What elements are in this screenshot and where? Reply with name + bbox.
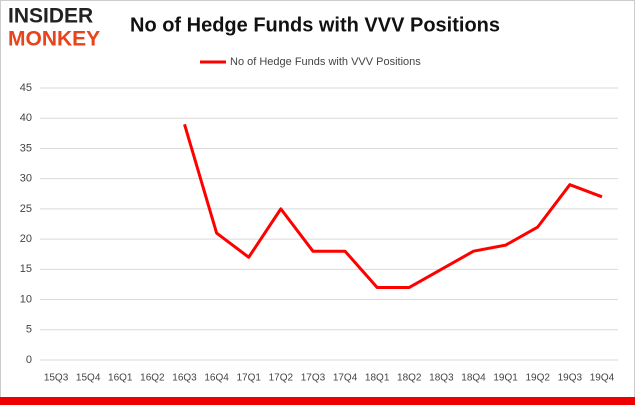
y-tick-label: 5 — [26, 324, 32, 336]
bottom-bar — [0, 397, 635, 405]
x-tick-label: 16Q4 — [204, 373, 229, 384]
y-tick-label: 40 — [20, 112, 32, 124]
x-tick-label: 18Q4 — [461, 373, 486, 384]
x-tick-label: 19Q4 — [590, 373, 615, 384]
y-tick-label: 30 — [20, 173, 32, 185]
y-tick-label: 45 — [20, 82, 32, 94]
y-tick-label: 10 — [20, 293, 32, 305]
y-tick-label: 15 — [20, 263, 32, 275]
x-tick-label: 16Q2 — [140, 373, 165, 384]
logo-top: INSIDER — [8, 5, 93, 28]
legend-label: No of Hedge Funds with VVV Positions — [230, 56, 421, 68]
line — [183, 123, 603, 289]
logo-bottom: MONKEY — [8, 28, 100, 51]
y-tick-label: 35 — [20, 142, 32, 154]
x-tick-label: 16Q3 — [172, 373, 197, 384]
y-tick-label: 25 — [20, 203, 32, 215]
x-tick-label: 17Q3 — [301, 373, 326, 384]
x-tick-label: 15Q3 — [44, 373, 69, 384]
x-tick-label: 17Q2 — [269, 373, 294, 384]
x-tick-label: 17Q4 — [333, 373, 358, 384]
x-tick-label: 15Q4 — [76, 373, 101, 384]
x-tick-label: 19Q2 — [525, 373, 550, 384]
chart-title: No of Hedge Funds with VVV Positions — [130, 14, 500, 36]
x-tick-label: 19Q3 — [558, 373, 583, 384]
x-tick-label: 17Q1 — [236, 373, 261, 384]
x-tick-label: 19Q1 — [493, 373, 518, 384]
x-tick-label: 16Q1 — [108, 373, 133, 384]
x-tick-label: 18Q1 — [365, 373, 390, 384]
y-tick-label: 20 — [20, 233, 32, 245]
x-tick-label: 18Q2 — [397, 373, 422, 384]
frame — [0, 0, 635, 399]
x-tick-label: 18Q3 — [429, 373, 454, 384]
y-tick-label: 0 — [26, 354, 32, 366]
